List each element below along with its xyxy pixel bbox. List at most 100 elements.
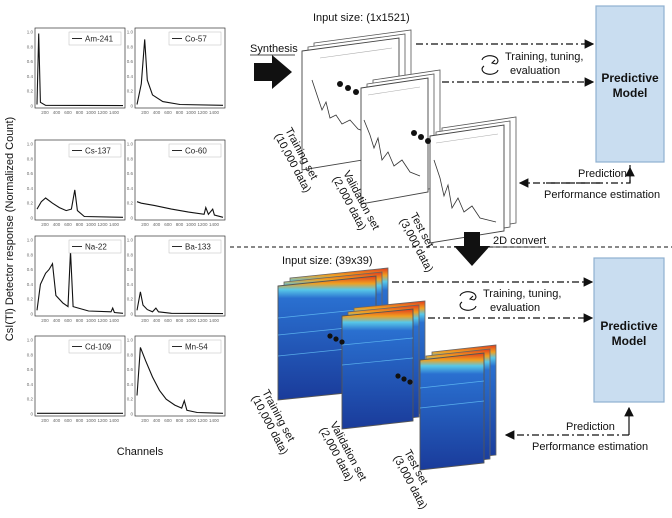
- bottom-pipeline: Input size: (39x39): [249, 255, 665, 511]
- spectrum-line-4: [36, 251, 124, 314]
- top-cycle-icon: [481, 55, 499, 75]
- y-tick-label: 0.2: [127, 397, 134, 402]
- x-tick-label: 1000: [186, 418, 197, 423]
- x-tick-label: 200: [41, 222, 49, 227]
- y-tick-label: 1.0: [127, 338, 134, 343]
- spectrum-line-3: [136, 201, 224, 218]
- y-tick-label: 0.8: [27, 156, 34, 161]
- y-tick-label: 0.4: [27, 74, 34, 79]
- x-tick-label: 1400: [209, 418, 220, 423]
- legend-label-1: Co-57: [185, 35, 207, 44]
- y-tick-label: 0.6: [27, 367, 34, 372]
- x-axis-label: Channels: [117, 446, 164, 458]
- bottom-prediction-label: Prediction: [566, 421, 615, 433]
- legend-box-6: [68, 339, 122, 354]
- bottom-model-label-2: Model: [612, 334, 647, 348]
- bottom-input-size: Input size: (39x39): [282, 255, 373, 267]
- y-tick-label: 0.4: [27, 382, 34, 387]
- bottom-predictive-model-box: [593, 257, 665, 403]
- y-tick-label: 0.4: [127, 74, 134, 79]
- y-tick-label: 0: [130, 412, 133, 417]
- bottom-test-stack: [419, 344, 497, 471]
- top-training-label-2: evaluation: [510, 65, 560, 77]
- x-tick-label: 1400: [209, 110, 220, 115]
- x-tick-label: 1400: [209, 318, 220, 323]
- legend-label-6: Cd-109: [85, 343, 112, 352]
- y-tick-label: 0: [130, 312, 133, 317]
- y-tick-label: 0.8: [127, 156, 134, 161]
- x-tick-label: 600: [64, 222, 72, 227]
- bottom-ellipsis-icon: [327, 333, 413, 385]
- top-performance-label: Performance estimation: [544, 189, 660, 201]
- bottom-cycle-icon: [459, 291, 477, 311]
- legend-box-2: [68, 143, 122, 158]
- y-tick-label: 0.8: [127, 44, 134, 49]
- spectrum-line-7: [136, 347, 224, 414]
- x-tick-label: 800: [176, 222, 184, 227]
- top-validation-stack: [360, 69, 441, 205]
- x-tick-label: 600: [164, 110, 172, 115]
- x-tick-label: 1000: [86, 110, 97, 115]
- y-tick-label: 0.8: [27, 252, 34, 257]
- legend-label-2: Cs-137: [85, 147, 111, 156]
- x-tick-label: 800: [76, 318, 84, 323]
- x-tick-label: 800: [176, 418, 184, 423]
- convert-label: 2D convert: [493, 235, 546, 247]
- x-tick-label: 800: [76, 222, 84, 227]
- x-tick-label: 800: [76, 418, 84, 423]
- bottom-set-label-1: Validation set (2,000 data): [317, 420, 369, 484]
- legend-box-7: [168, 339, 222, 354]
- x-tick-label: 600: [164, 418, 172, 423]
- legend-label-0: Am-241: [85, 35, 114, 44]
- x-tick-label: 600: [64, 418, 72, 423]
- legend-box-0: [68, 31, 122, 46]
- y-tick-label: 0.2: [27, 397, 34, 402]
- x-tick-label: 400: [53, 222, 61, 227]
- x-tick-label: 400: [153, 110, 161, 115]
- x-tick-label: 1200: [197, 110, 208, 115]
- top-model-label-1: Predictive: [601, 71, 659, 85]
- y-tick-label: 0.4: [127, 282, 134, 287]
- x-tick-label: 1000: [86, 222, 97, 227]
- x-tick-label: 1000: [86, 318, 97, 323]
- y-tick-label: 0.6: [127, 367, 134, 372]
- x-tick-label: 200: [141, 318, 149, 323]
- legend-box-4: [68, 239, 122, 254]
- x-tick-label: 1000: [186, 222, 197, 227]
- x-tick-label: 800: [176, 318, 184, 323]
- spectrum-line-0: [36, 33, 124, 107]
- y-tick-label: 0.6: [27, 267, 34, 272]
- x-tick-label: 800: [176, 110, 184, 115]
- x-tick-label: 600: [64, 110, 72, 115]
- y-tick-label: 0.2: [27, 201, 34, 206]
- bottom-model-label-1: Predictive: [600, 319, 658, 333]
- top-ellipsis-icon: [337, 81, 431, 144]
- x-tick-label: 1400: [109, 110, 120, 115]
- synthesis-arrow-icon: [254, 55, 292, 89]
- y-tick-label: 0: [30, 104, 33, 109]
- x-tick-label: 1400: [209, 222, 220, 227]
- x-tick-label: 200: [41, 418, 49, 423]
- x-tick-label: 400: [53, 110, 61, 115]
- top-training-label-1: Training, tuning,: [505, 51, 583, 63]
- y-tick-label: 0.4: [27, 186, 34, 191]
- bottom-validation-stack: [341, 300, 426, 430]
- x-tick-label: 400: [153, 318, 161, 323]
- x-tick-label: 800: [76, 110, 84, 115]
- x-tick-label: 1400: [109, 222, 120, 227]
- x-tick-label: 200: [41, 318, 49, 323]
- x-tick-label: 400: [153, 222, 161, 227]
- x-tick-label: 600: [164, 318, 172, 323]
- top-input-size: Input size: (1x1521): [313, 12, 410, 24]
- y-tick-label: 0.6: [127, 171, 134, 176]
- bottom-performance-label: Performance estimation: [532, 441, 648, 453]
- y-tick-label: 0.4: [127, 186, 134, 191]
- x-tick-label: 1000: [186, 318, 197, 323]
- convert-arrow-icon: [454, 232, 490, 266]
- y-tick-label: 0.8: [27, 44, 34, 49]
- legend-label-5: Ba-133: [185, 243, 211, 252]
- y-tick-label: 0.6: [27, 171, 34, 176]
- legend-label-3: Co-60: [185, 147, 207, 156]
